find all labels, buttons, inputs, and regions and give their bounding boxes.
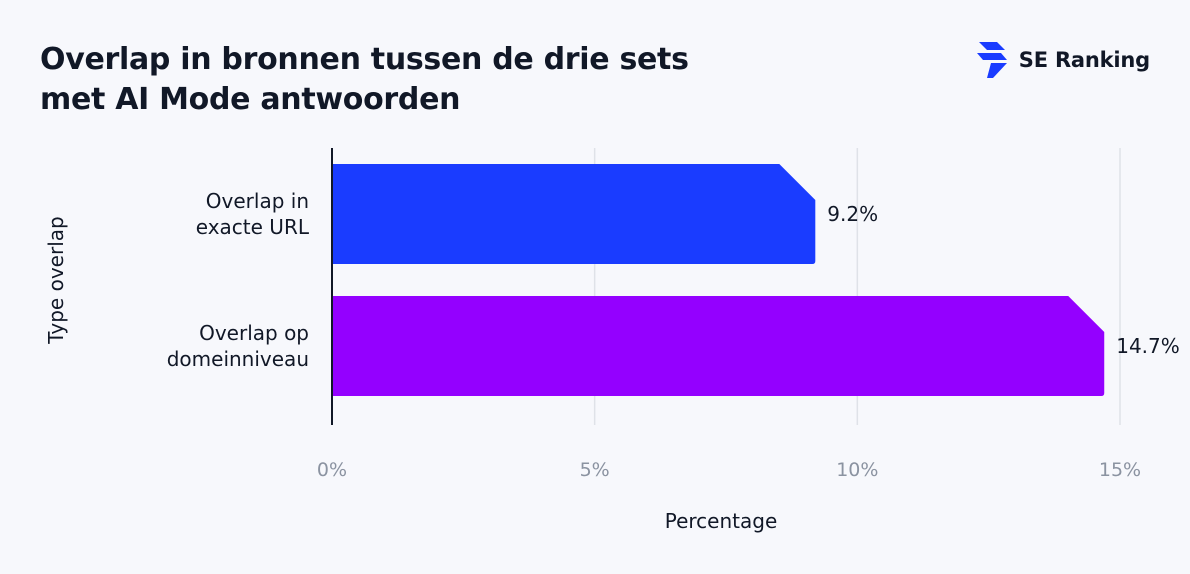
bar	[332, 296, 1105, 396]
category-label: domeinniveau	[167, 347, 309, 371]
value-label: 9.2%	[827, 202, 878, 226]
y-axis-title: Type overlap	[44, 216, 68, 344]
chart-title-line-1: Overlap in bronnen tussen de drie sets	[40, 42, 689, 77]
brand-logo: SE Ranking	[975, 40, 1150, 80]
x-tick-label: 0%	[317, 459, 347, 481]
x-tick-label: 5%	[580, 459, 610, 481]
category-label: Overlap in	[206, 189, 309, 213]
bars	[332, 164, 1105, 396]
bar	[332, 164, 816, 264]
x-tick-labels: 0% 5% 10% 15%	[317, 459, 1141, 481]
value-labels: 9.2% 14.7%	[827, 202, 1179, 358]
value-label: 14.7%	[1116, 334, 1180, 358]
x-tick-label: 15%	[1099, 459, 1141, 481]
se-ranking-logo-icon	[976, 42, 1007, 78]
chart-title-line-2: met AI Mode antwoorden	[40, 82, 461, 117]
x-tick-label: 10%	[836, 459, 878, 481]
brand-logo-text: SE Ranking	[1018, 48, 1150, 72]
category-label: exacte URL	[196, 215, 310, 239]
chart-title: Overlap in bronnen tussen de drie sets m…	[40, 40, 689, 120]
x-axis-title: Percentage	[665, 509, 778, 533]
category-label: Overlap op	[199, 321, 309, 345]
